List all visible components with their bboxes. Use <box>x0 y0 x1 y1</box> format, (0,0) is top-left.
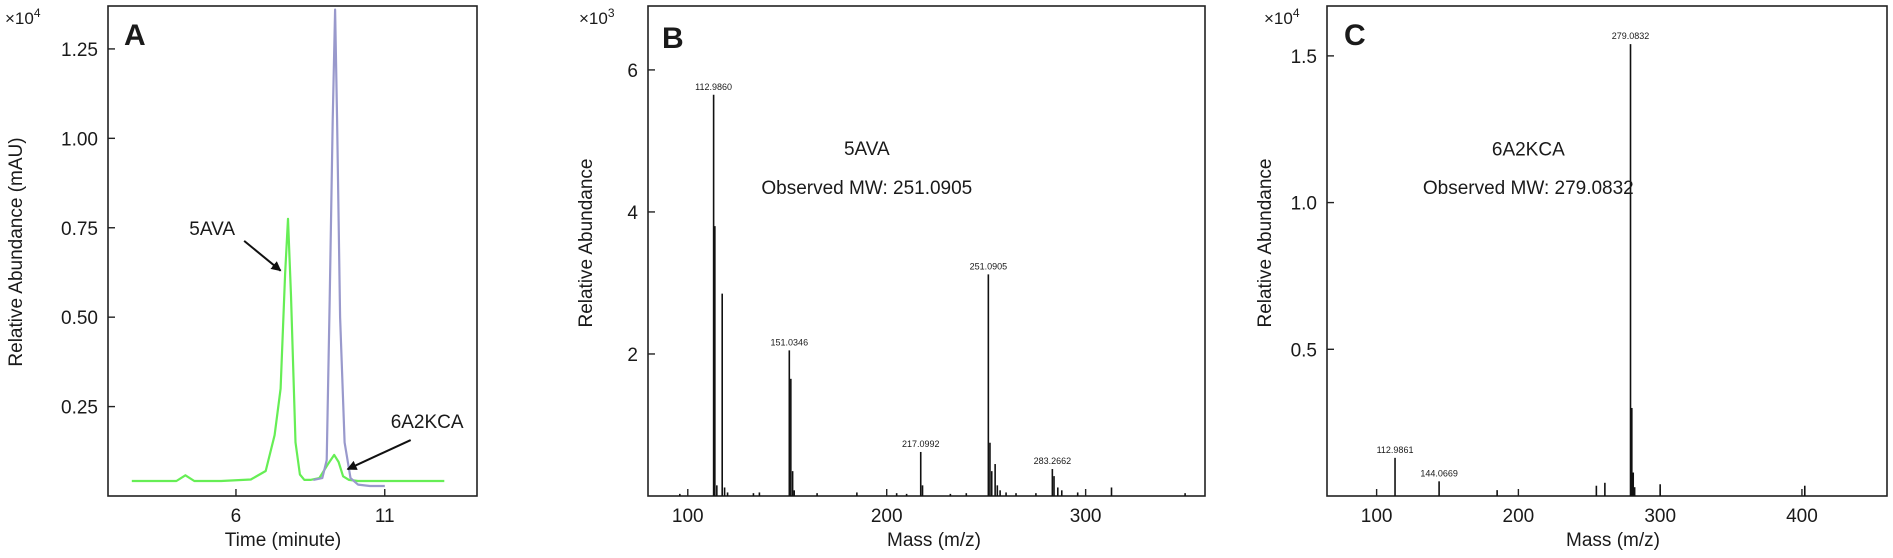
panel-b-peak-label-21: 251.0905 <box>970 261 1008 271</box>
panel-a-y-tick-label-1: 0.50 <box>61 308 98 329</box>
panel-a-trace-6a2kca-line <box>313 8 385 488</box>
panel-c-exponent-power: 4 <box>1293 6 1300 20</box>
panel-c-x-axis-label: Mass (m/z) <box>1566 530 1660 551</box>
panel-c-plot: 100 200 300 400 0.5 1.0 1.5 Mass (m/z) Relative … <box>1255 31 1818 551</box>
panel-a-exponent: ×104 <box>5 6 41 28</box>
panel-c-x-tick-label-3: 400 <box>1786 506 1818 527</box>
panel-c-peak-label-5: 279.0832 <box>1612 31 1650 41</box>
panel-c-exponent: ×104 <box>1264 6 1300 28</box>
panel-b-y-tick-label-2: 6 <box>627 61 638 82</box>
panel-c-letter: C <box>1344 19 1366 52</box>
panel-a-y-tick-label-2: 0.75 <box>61 219 98 240</box>
panel-b-peak-label-9: 151.0346 <box>771 337 809 347</box>
panel-c-x-tick-label-1: 200 <box>1503 506 1535 527</box>
panel-a-x-axis-label: Time (minute) <box>225 530 341 551</box>
panel-b-x-axis-label: Mass (m/z) <box>887 530 981 551</box>
panel-b-peak-label-30: 283.2662 <box>1034 456 1072 466</box>
panel-c: ×104 C 100 200 300 400 0.5 1.0 1.5 Mass (m/z) Re… <box>1255 5 1888 551</box>
panel-a-letter: A <box>124 19 146 52</box>
panel-c-x-tick-label-0: 100 <box>1361 506 1393 527</box>
panel-c-y-tick-label-0: 0.5 <box>1291 340 1317 361</box>
panel-b-frame <box>647 5 1206 497</box>
panel-b-y-tick-label-0: 2 <box>627 345 638 366</box>
panel-b-peak-label-17: 217.0992 <box>902 439 940 449</box>
panel-b: ×103 B 100 200 300 2 4 6 Mass (m/z) Relative Ab… <box>576 5 1206 551</box>
panel-b-plot: 100 200 300 2 4 6 Mass (m/z) Relative Abundance… <box>576 61 1186 551</box>
panel-c-x-tick-label-2: 300 <box>1644 506 1676 527</box>
panel-a-trace-5ava-line <box>131 217 445 483</box>
panel-a-y-tick-label-3: 1.00 <box>61 129 98 150</box>
panel-b-annotation-1: Observed MW: 251.0905 <box>761 178 972 199</box>
panel-c-peak-label-0: 112.9861 <box>1377 445 1414 455</box>
panel-a: ×104 A 6 11 0.25 0.50 0.75 1.00 1.25 Time (minu… <box>5 5 478 551</box>
panel-a-annotation-6a2kca: 6A2KCA <box>391 412 464 433</box>
panel-a-plot: 6 11 0.25 0.50 0.75 1.00 1.25 Time (minute) Rela… <box>6 8 464 551</box>
panel-a-exponent-base: ×10 <box>5 9 34 28</box>
panel-b-peak-label-1: 112.9860 <box>695 82 732 92</box>
panel-c-peak-label-1: 144.0669 <box>1420 468 1458 478</box>
panel-a-y-tick-label-0: 0.25 <box>61 398 98 419</box>
panel-a-y-tick-label-4: 1.25 <box>61 40 98 61</box>
panel-b-exponent: ×103 <box>579 6 615 28</box>
panel-a-arrow-6a2kca <box>346 439 412 471</box>
panel-a-x-tick-label-1: 11 <box>375 506 395 527</box>
panel-b-exponent-power: 3 <box>608 6 615 20</box>
panel-b-letter: B <box>662 22 684 55</box>
panel-c-y-tick-label-1: 1.0 <box>1291 194 1317 215</box>
panel-b-y-tick-label-1: 4 <box>627 203 638 224</box>
panel-a-exponent-power: 4 <box>34 6 41 20</box>
panel-b-exponent-base: ×10 <box>579 9 608 28</box>
panel-b-x-tick-label-0: 100 <box>672 506 704 527</box>
panel-a-arrow-5ava <box>243 240 282 272</box>
panel-a-frame <box>107 5 478 497</box>
panel-c-annotation-1: Observed MW: 279.0832 <box>1423 178 1634 199</box>
panel-c-y-tick-label-2: 1.5 <box>1291 47 1317 68</box>
panel-c-annotation-0: 6A2KCA <box>1492 140 1565 161</box>
panel-a-annotation-5ava: 5AVA <box>189 219 235 240</box>
panel-b-x-tick-label-1: 200 <box>871 506 903 527</box>
panel-b-annotation-0: 5AVA <box>844 139 890 160</box>
panel-b-x-tick-label-2: 300 <box>1070 506 1102 527</box>
panel-c-frame <box>1326 5 1888 497</box>
panel-c-exponent-base: ×10 <box>1264 9 1293 28</box>
panel-c-y-axis-label: Relative Abundance <box>1255 158 1276 327</box>
panel-b-y-axis-label: Relative Abundance <box>576 158 597 327</box>
panel-a-y-axis-label: Relative Abundance (mAU) <box>6 137 27 366</box>
panel-a-x-tick-label-0: 6 <box>231 506 242 527</box>
